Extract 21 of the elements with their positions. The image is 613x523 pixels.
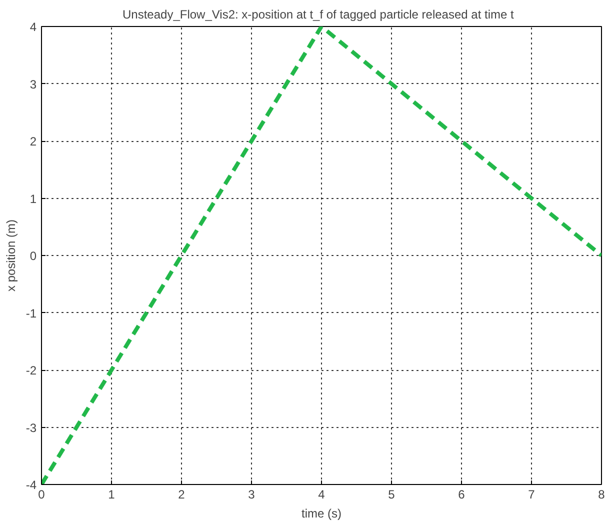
y-tick-label: 3 [30, 77, 37, 92]
y-axis-title: x position (m) [4, 219, 18, 292]
x-tick-label: 6 [458, 488, 466, 502]
x-tick-label: 2 [178, 488, 186, 502]
x-tick-label: 7 [528, 488, 536, 502]
y-tick-label: 1 [30, 192, 37, 206]
y-tick-label: 4 [30, 20, 37, 34]
y-tick-label: 0 [30, 249, 37, 263]
x-tick-label: 8 [598, 488, 606, 502]
x-tick-label: 4 [318, 488, 326, 502]
x-tick-label: 0 [38, 488, 46, 502]
y-tick-label: -2 [26, 364, 37, 378]
x-tick-label: 3 [248, 488, 256, 502]
x-tick-label: 1 [108, 488, 116, 502]
y-tick-label: -1 [26, 306, 37, 320]
chart-title: Unsteady_Flow_Vis2: x-position at t_f of tagged particle released at time t [122, 8, 514, 22]
y-tick-label: 2 [30, 134, 37, 148]
y-tick-label: -4 [26, 478, 37, 492]
x-axis-title: time (s) [302, 506, 342, 520]
x-tick-label: 5 [388, 488, 396, 502]
y-tick-label: -3 [26, 420, 37, 435]
